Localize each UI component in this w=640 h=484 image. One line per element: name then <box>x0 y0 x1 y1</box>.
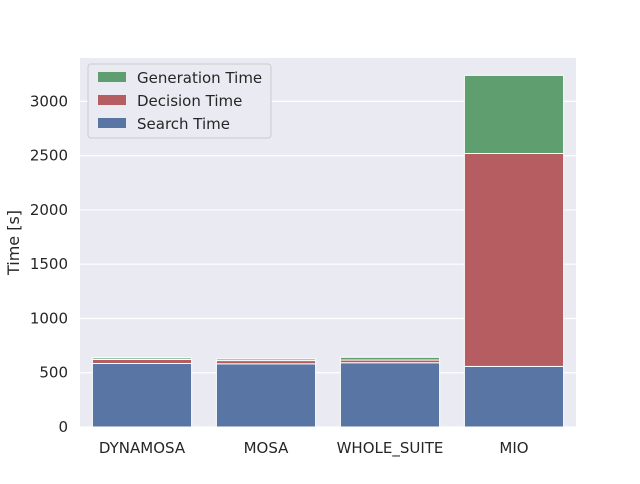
legend: Generation Time Decision Time Search Time <box>87 63 272 139</box>
y-tick-label: 3000 <box>30 92 68 110</box>
y-tick-label: 1500 <box>30 255 68 273</box>
bar-generation-time <box>339 356 441 361</box>
bar-search-time <box>339 362 441 428</box>
y-tick-label: 2000 <box>30 201 68 219</box>
bar-generation-time <box>463 74 565 155</box>
legend-label: Decision Time <box>137 92 242 110</box>
x-tick-label: MIO <box>499 439 528 457</box>
legend-label: Search Time <box>137 115 230 133</box>
bar-decision-time <box>91 358 193 365</box>
y-tick-label: 1000 <box>30 309 68 327</box>
bars <box>91 74 565 428</box>
bar-search-time <box>463 365 565 428</box>
bar-generation-time <box>91 357 193 360</box>
y-axis-label: Time [s] <box>4 210 23 276</box>
x-tick-labels: DYNAMOSA MOSA WHOLE_SUITE MIO <box>99 439 529 458</box>
bar-search-time <box>215 363 317 428</box>
legend-swatch <box>98 118 126 128</box>
legend-swatch <box>98 72 126 82</box>
y-tick-label: 500 <box>39 364 68 382</box>
x-tick-label: MOSA <box>244 439 290 457</box>
y-tick-label: 0 <box>58 418 68 436</box>
bar-decision-time <box>463 153 565 367</box>
x-tick-label: WHOLE_SUITE <box>337 439 444 458</box>
y-tick-label: 2500 <box>30 147 68 165</box>
y-tick-labels: 0 500 1000 1500 2000 2500 3000 <box>30 92 68 436</box>
legend-label: Generation Time <box>137 69 262 87</box>
legend-box <box>87 63 272 139</box>
bar-search-time <box>91 363 193 428</box>
legend-swatch <box>98 95 126 105</box>
bar-generation-time <box>215 358 317 362</box>
x-tick-label: DYNAMOSA <box>99 439 186 457</box>
